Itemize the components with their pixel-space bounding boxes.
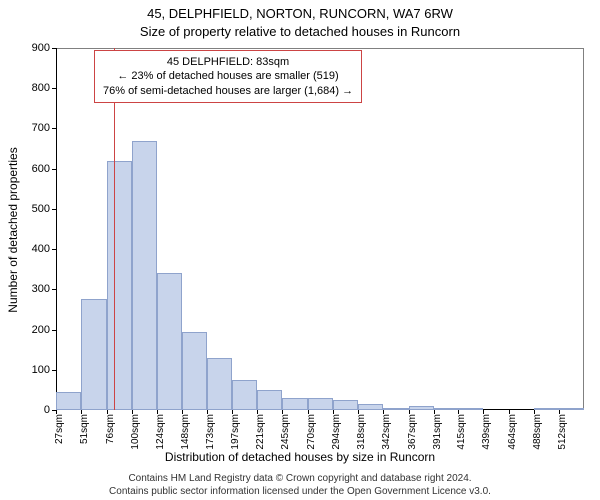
x-tick-label: 488sqm — [532, 378, 543, 414]
x-tick-label: 245sqm — [280, 378, 291, 414]
x-tick-label: 173sqm — [205, 378, 216, 414]
y-tick-mark — [52, 48, 56, 49]
y-tick-mark — [52, 209, 56, 210]
y-tick-label: 700 — [32, 122, 50, 134]
y-tick-label: 400 — [32, 243, 50, 255]
x-tick-label: 221sqm — [255, 378, 266, 414]
footer-attribution: Contains HM Land Registry data © Crown c… — [0, 472, 600, 498]
y-tick-mark — [52, 249, 56, 250]
x-tick-label: 124sqm — [155, 378, 166, 414]
y-tick-mark — [52, 169, 56, 170]
y-tick-label: 500 — [32, 203, 50, 215]
x-tick-label: 100sqm — [130, 378, 141, 414]
y-tick-label: 900 — [32, 42, 50, 54]
y-tick-mark — [52, 88, 56, 89]
x-tick-label: 318sqm — [356, 378, 367, 414]
y-tick-label: 100 — [32, 364, 50, 376]
y-tick-mark — [52, 289, 56, 290]
y-tick-mark — [52, 128, 56, 129]
y-tick-label: 800 — [32, 82, 50, 94]
y-tick-label: 600 — [32, 163, 50, 175]
y-tick-label: 200 — [32, 324, 50, 336]
annotation-line-1: 45 DELPHFIELD: 83sqm — [103, 55, 353, 69]
x-tick-label: 51sqm — [79, 384, 90, 414]
footer-line-1: Contains HM Land Registry data © Crown c… — [0, 472, 600, 485]
x-tick-label: 294sqm — [331, 378, 342, 414]
x-tick-label: 76sqm — [105, 384, 116, 414]
y-tick-label: 0 — [44, 404, 50, 416]
marker-annotation: 45 DELPHFIELD: 83sqm ← 23% of detached h… — [94, 50, 362, 103]
x-tick-label: 270sqm — [306, 378, 317, 414]
y-axis — [56, 48, 57, 410]
y-tick-mark — [52, 370, 56, 371]
y-tick-mark — [52, 330, 56, 331]
histogram-bar — [107, 161, 132, 410]
x-tick-label: 342sqm — [381, 378, 392, 414]
annotation-line-2: ← 23% of detached houses are smaller (51… — [103, 69, 353, 83]
x-tick-label: 148sqm — [180, 378, 191, 414]
x-tick-label: 391sqm — [432, 378, 443, 414]
page-title: 45, DELPHFIELD, NORTON, RUNCORN, WA7 6RW — [0, 6, 600, 21]
y-tick-label: 300 — [32, 283, 50, 295]
x-tick-label: 27sqm — [54, 384, 65, 414]
x-tick-label: 415sqm — [456, 378, 467, 414]
x-tick-label: 367sqm — [407, 378, 418, 414]
x-tick-label: 197sqm — [230, 378, 241, 414]
page-subtitle: Size of property relative to detached ho… — [0, 24, 600, 39]
histogram-bar — [132, 141, 157, 410]
x-tick-label: 439sqm — [481, 378, 492, 414]
footer-line-2: Contains public sector information licen… — [0, 485, 600, 498]
x-axis-label: Distribution of detached houses by size … — [0, 450, 600, 464]
annotation-line-3: 76% of semi-detached houses are larger (… — [103, 84, 353, 98]
x-tick-label: 512sqm — [557, 378, 568, 414]
x-tick-label: 464sqm — [507, 378, 518, 414]
